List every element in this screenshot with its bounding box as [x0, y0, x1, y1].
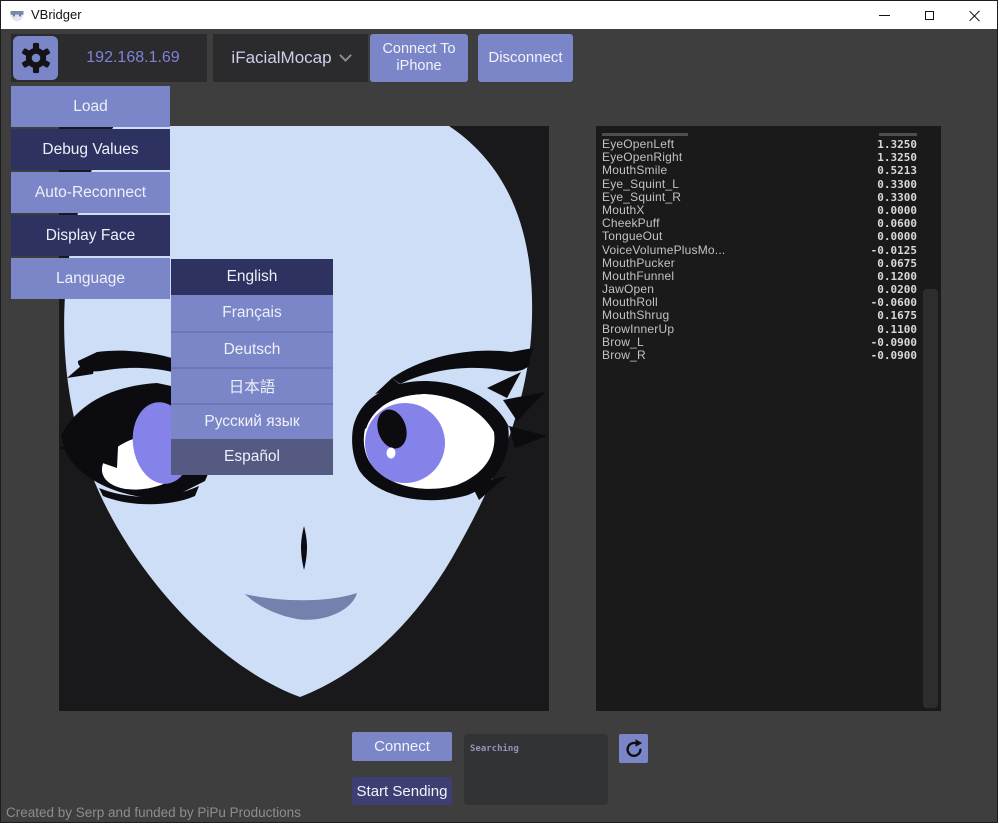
debug-value-number: 0.3300 — [877, 177, 917, 191]
debug-value-number: 0.1200 — [877, 269, 917, 283]
menu-item-display-face[interactable]: Display Face — [11, 215, 170, 256]
language-option-japanese[interactable]: 日本語 — [171, 367, 333, 403]
debug-value-number: 0.0000 — [877, 203, 917, 217]
credit-text: Created by Serp and funded by PiPu Produ… — [6, 805, 301, 820]
clipped-row — [602, 132, 917, 136]
debug-value-row: MouthPucker 0.0675 — [602, 255, 917, 270]
debug-value-name: EyeOpenLeft — [602, 137, 675, 151]
debug-value-name: Brow_L — [602, 334, 644, 349]
language-option-deutsch[interactable]: Deutsch — [171, 331, 333, 367]
debug-values-list: EyeOpenLeft 1.3250 EyeOpenRight 1.3250 Mouth… — [602, 132, 917, 362]
refresh-icon — [625, 738, 642, 757]
debug-value-name: EyeOpenRight — [602, 150, 683, 165]
language-option-francais[interactable]: Français — [171, 295, 333, 331]
debug-value-number: 0.3300 — [877, 190, 917, 204]
debug-value-row: Brow_L -0.0900 — [602, 334, 917, 349]
debug-value-row: MouthX 0.0000 — [602, 202, 917, 217]
start-sending-button[interactable]: Start Sending — [352, 777, 452, 805]
debug-value-name: Brow_R — [602, 348, 646, 362]
maximize-icon — [925, 10, 934, 20]
disconnect-button[interactable]: Disconnect — [478, 34, 573, 82]
debug-values-panel: EyeOpenLeft 1.3250 EyeOpenRight 1.3250 Mouth… — [596, 126, 941, 711]
debug-value-row: EyeOpenLeft 1.3250 — [602, 137, 917, 151]
maximize-button[interactable] — [907, 1, 952, 29]
language-option-espanol[interactable]: Español — [171, 439, 333, 475]
search-status-text: Searching — [470, 744, 519, 754]
debug-value-name: CheekPuff — [602, 216, 660, 231]
minimize-button[interactable] — [862, 1, 907, 29]
tracker-dropdown-value: iFacialMocap — [231, 48, 332, 67]
connect-to-iphone-button[interactable]: Connect To iPhone — [370, 34, 468, 82]
debug-value-number: 0.1675 — [877, 309, 917, 323]
device-list-box[interactable]: Searching — [464, 734, 608, 805]
debug-value-row: MouthShrug 0.1675 — [602, 308, 917, 323]
debug-value-name: MouthPucker — [602, 255, 675, 270]
connect-button[interactable]: Connect — [352, 732, 452, 761]
debug-value-name: TongueOut — [602, 229, 663, 244]
debug-value-number: 0.0000 — [877, 230, 917, 244]
gear-icon — [21, 42, 50, 74]
menu-item-language[interactable]: Language — [11, 258, 170, 299]
debug-value-name: MouthX — [602, 202, 645, 217]
debug-value-number: 0.0675 — [877, 256, 917, 270]
debug-value-number: 1.3250 — [877, 151, 917, 165]
debug-value-row: Eye_Squint_R 0.3300 — [602, 189, 917, 204]
debug-value-name: JawOpen — [602, 282, 655, 297]
language-submenu: English Français Deutsch 日本語 Русский язы… — [171, 259, 333, 475]
debug-value-number: 0.5213 — [877, 164, 917, 178]
debug-value-number: 1.3250 — [877, 138, 917, 151]
titlebar: VBridger — [1, 1, 997, 29]
menu-item-load[interactable]: Load — [11, 86, 170, 127]
menu-item-debug-values[interactable]: Debug Values — [11, 129, 170, 170]
debug-value-name: BrowInnerUp — [602, 321, 675, 336]
debug-value-name: MouthFunnel — [602, 268, 675, 283]
debug-value-row: BrowInnerUp 0.1100 — [602, 321, 917, 336]
app-icon — [10, 11, 24, 22]
chevron-down-icon — [338, 48, 352, 62]
debug-value-name: MouthShrug — [602, 308, 670, 323]
tracker-dropdown[interactable]: iFacialMocap — [213, 34, 368, 82]
close-button[interactable] — [952, 1, 997, 29]
debug-value-name: Eye_Squint_L — [602, 176, 680, 191]
ip-address-input[interactable]: 192.168.1.69 — [86, 49, 180, 66]
debug-value-number: -0.0900 — [870, 349, 917, 362]
debug-value-number: -0.0125 — [870, 243, 917, 257]
debug-value-number: -0.0900 — [870, 335, 917, 349]
debug-value-number: 0.0600 — [877, 217, 917, 231]
debug-value-row: MouthRoll -0.0600 — [602, 295, 917, 310]
window-controls — [862, 1, 997, 29]
menu-item-auto-reconnect[interactable]: Auto-Reconnect — [11, 172, 170, 213]
settings-menu: Load Debug Values Auto-Reconnect Display… — [11, 86, 170, 299]
debug-value-name: Eye_Squint_R — [602, 189, 682, 204]
language-option-russian[interactable]: Русский язык — [171, 403, 333, 439]
debug-value-row: MouthSmile 0.5213 — [602, 163, 917, 178]
debug-value-row: Brow_R -0.0900 — [602, 348, 917, 362]
debug-value-name: VoiceVolumePlusMo... — [602, 242, 726, 257]
debug-value-row: Eye_Squint_L 0.3300 — [602, 176, 917, 191]
ip-field-group: 192.168.1.69 — [11, 34, 207, 82]
minimize-icon — [879, 14, 890, 16]
debug-value-number: 0.1100 — [877, 322, 917, 336]
debug-value-row: TongueOut 0.0000 — [602, 229, 917, 244]
close-icon — [969, 10, 980, 21]
debug-value-row: EyeOpenRight 1.3250 — [602, 150, 917, 165]
scrollbar-thumb[interactable] — [923, 289, 938, 708]
refresh-button[interactable] — [619, 734, 648, 763]
language-option-english[interactable]: English — [171, 259, 333, 295]
debug-value-row: VoiceVolumePlusMo... -0.0125 — [602, 242, 917, 257]
settings-button[interactable] — [13, 36, 58, 80]
debug-value-number: -0.0600 — [870, 296, 917, 310]
debug-value-row: JawOpen 0.0200 — [602, 282, 917, 297]
debug-value-number: 0.0200 — [877, 283, 917, 297]
debug-value-name: MouthSmile — [602, 163, 668, 178]
debug-value-name: MouthRoll — [602, 295, 658, 310]
debug-value-row: CheekPuff 0.0600 — [602, 216, 917, 231]
window-title: VBridger — [31, 7, 82, 22]
debug-value-row: MouthFunnel 0.1200 — [602, 268, 917, 283]
